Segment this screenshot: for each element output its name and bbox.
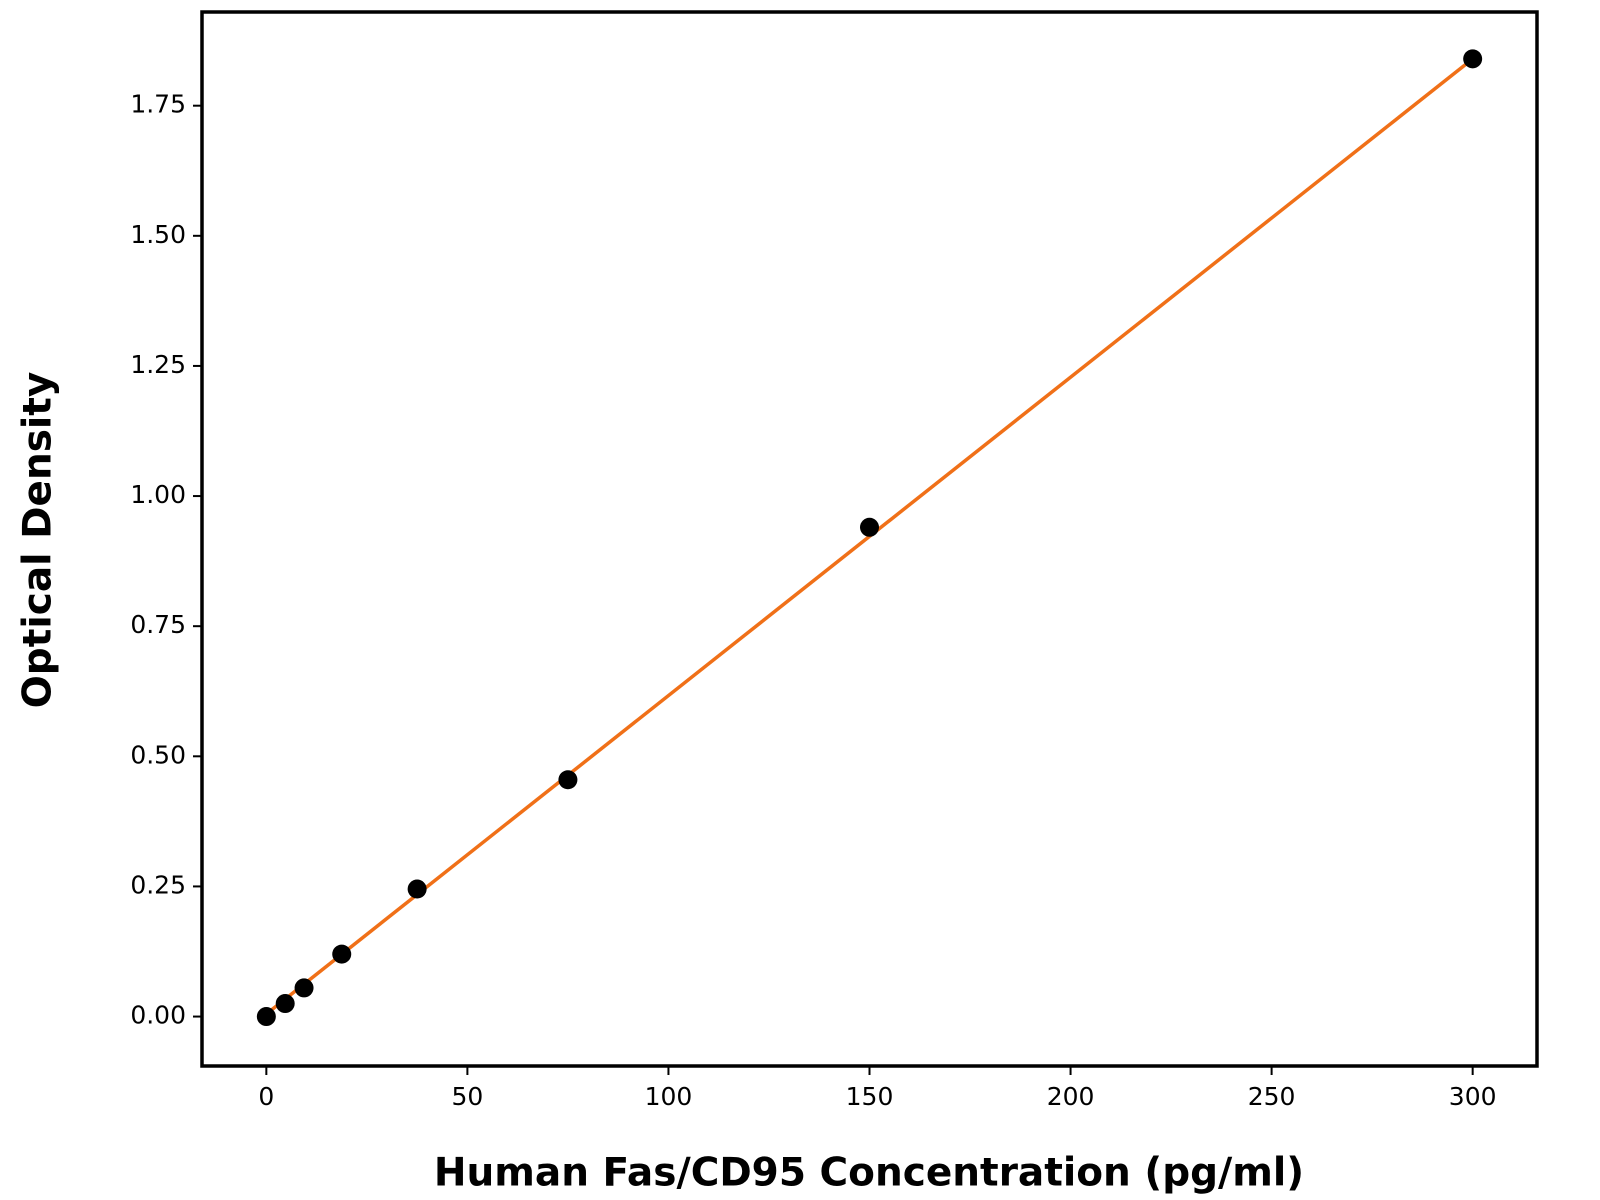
x-tick-label: 300 [1449,1082,1497,1111]
y-tick-label: 1.75 [130,90,186,119]
data-point [1463,49,1483,69]
x-tick-label: 100 [645,1082,693,1111]
data-point [860,517,879,537]
data-point [558,770,578,790]
y-tick-label: 1.50 [130,220,186,249]
x-tick-label: 0 [258,1082,274,1111]
x-tick-label: 150 [846,1082,894,1111]
x-tick-label: 50 [451,1082,483,1111]
y-tick-label: 0.75 [130,610,186,639]
data-point [275,994,295,1014]
x-tick-label: 250 [1248,1082,1296,1111]
y-tick-label: 0.00 [130,1001,186,1030]
data-point [332,944,352,964]
y-tick-label: 0.25 [130,870,186,899]
plot-frame [200,10,1539,1068]
data-point [407,879,427,899]
data-point [294,978,314,998]
data-point [256,1007,276,1027]
x-axis-label: Human Fas/CD95 Concentration (pg/ml) [434,1151,1304,1196]
y-tick-label: 1.25 [130,350,186,379]
y-axis-label: Optical Density [16,372,61,709]
x-tick-label: 200 [1047,1082,1095,1111]
y-tick-label: 1.00 [130,480,186,509]
y-tick-label: 0.50 [130,740,186,769]
